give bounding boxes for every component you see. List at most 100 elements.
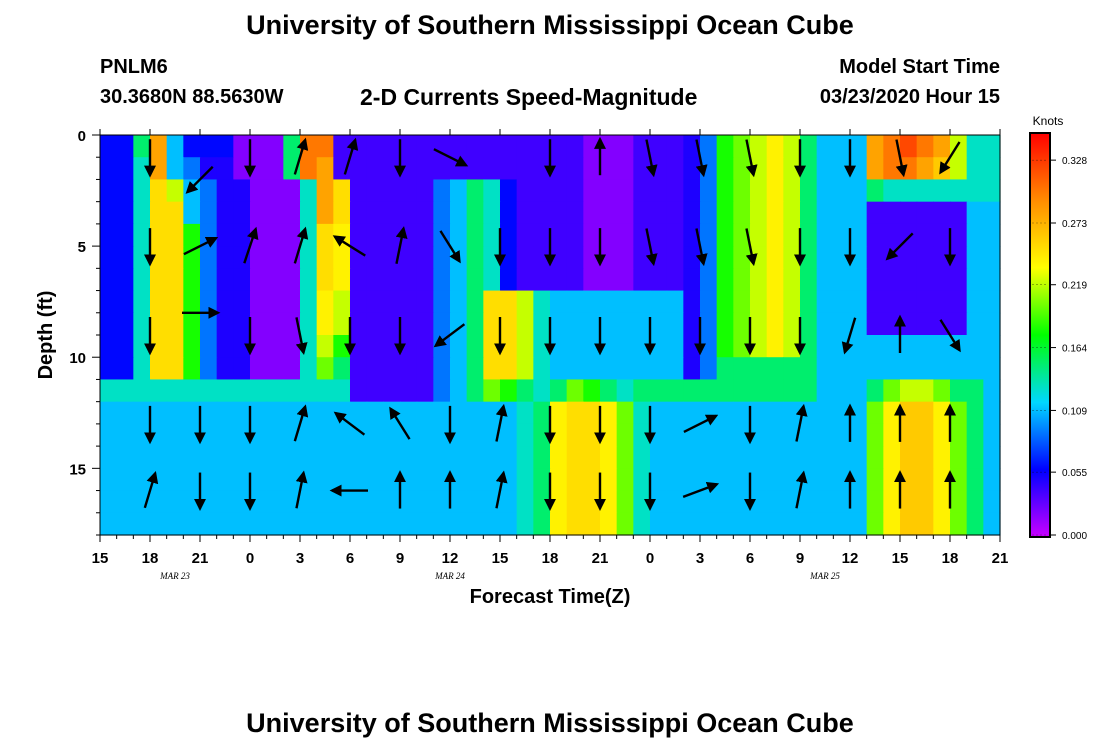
heatmap-cell: [600, 357, 618, 381]
heatmap-cell: [266, 401, 284, 425]
heatmap-cell: [766, 157, 784, 181]
heatmap-cell: [200, 201, 218, 225]
heatmap-cell: [500, 446, 518, 469]
heatmap-cell: [616, 157, 634, 181]
heatmap-cell: [116, 246, 134, 269]
heatmap-cell: [750, 490, 768, 514]
heatmap-cell: [433, 268, 451, 292]
heatmap-cell: [516, 379, 534, 403]
heatmap-cell: [416, 290, 434, 314]
current-arrow: [439, 230, 461, 264]
heatmap-cell: [483, 201, 501, 225]
heatmap-cell: [383, 268, 401, 292]
heatmap-cell: [933, 512, 951, 536]
heatmap-cell: [533, 512, 551, 536]
heatmap-cell: [966, 401, 984, 425]
heatmap-cell: [100, 246, 118, 269]
heatmap-cell: [716, 312, 734, 336]
heatmap-cell: [483, 468, 501, 492]
heatmap-cell: [866, 135, 884, 158]
heatmap-cell: [516, 468, 534, 492]
heatmap-cell: [483, 446, 501, 469]
heatmap-cell: [700, 401, 718, 425]
heatmap-cell: [133, 223, 151, 247]
heatmap-cell: [200, 290, 218, 314]
heatmap-cell: [466, 446, 484, 469]
heatmap-cell: [650, 268, 668, 292]
heatmap-cell: [250, 468, 268, 492]
current-arrow: [695, 228, 708, 267]
heatmap-cell: [883, 157, 901, 181]
heatmap-cell: [183, 379, 201, 403]
heatmap-cell: [350, 179, 368, 203]
current-arrow: [293, 226, 309, 264]
heatmap-cell: [150, 312, 168, 336]
heatmap-cell: [333, 201, 351, 225]
heatmap-cell: [933, 290, 951, 314]
heatmap-cell: [416, 357, 434, 381]
heatmap-cell: [116, 268, 134, 292]
heatmap-cell: [116, 379, 134, 403]
heatmap-cell: [516, 290, 534, 314]
heatmap-cell: [633, 423, 651, 447]
current-arrow: [885, 232, 914, 261]
heatmap-cell: [183, 490, 201, 514]
heatmap-cell: [366, 379, 384, 403]
heatmap-cell: [650, 223, 668, 247]
heatmap-cell: [266, 157, 284, 181]
heatmap-cell: [250, 157, 268, 181]
heatmap-cell: [916, 268, 934, 292]
heatmap-cell: [100, 179, 118, 203]
heatmap-cell: [566, 490, 584, 514]
heatmap-cell: [216, 401, 234, 425]
x-axis-label: Forecast Time(Z): [470, 586, 631, 608]
heatmap-cell: [166, 179, 184, 203]
heatmap-cell: [200, 268, 218, 292]
colorbar-tick-label: 0.164: [1062, 344, 1087, 355]
heatmap-cell: [416, 312, 434, 336]
heatmap-cell: [583, 268, 601, 292]
heatmap-cell: [800, 512, 818, 536]
heatmap-cell: [766, 179, 784, 203]
heatmap-cell: [916, 446, 934, 469]
station-coordinates: 30.3680N 88.5630W: [100, 86, 284, 108]
heatmap-cell: [316, 201, 334, 225]
heatmap-cell: [833, 246, 851, 269]
heatmap-cell: [666, 512, 684, 536]
heatmap-cell: [633, 446, 651, 469]
heatmap-cell: [883, 512, 901, 536]
heatmap-cell: [350, 379, 368, 403]
heatmap-cell: [816, 246, 834, 269]
heatmap-cell: [550, 290, 568, 314]
heatmap-cell: [133, 401, 151, 425]
heatmap-cell: [350, 335, 368, 358]
heatmap-cell: [550, 468, 568, 492]
heatmap-cell: [316, 357, 334, 381]
heatmap-cell: [733, 401, 751, 425]
heatmap-cell: [333, 357, 351, 381]
heatmap-cell: [300, 423, 318, 447]
heatmap-cell: [483, 312, 501, 336]
heatmap-cell: [333, 512, 351, 536]
heatmap-cell: [966, 268, 984, 292]
heatmap-cell: [483, 246, 501, 269]
x-tick-label: 12: [842, 550, 859, 567]
current-arrow: [682, 481, 720, 498]
heatmap-cell: [933, 201, 951, 225]
heatmap-cell: [533, 179, 551, 203]
heatmap-cell: [816, 335, 834, 358]
heatmap-cell: [466, 268, 484, 292]
heatmap-cell: [433, 179, 451, 203]
heatmap-cell: [516, 312, 534, 336]
current-arrow: [333, 411, 366, 436]
heatmap-cell: [100, 135, 118, 158]
heatmap-cell: [466, 468, 484, 492]
heatmap-cell: [650, 135, 668, 158]
heatmap-cell: [600, 401, 618, 425]
heatmap-cell: [650, 379, 668, 403]
heatmap-cell: [516, 335, 534, 358]
heatmap-cell: [150, 401, 168, 425]
heatmap-cell: [783, 401, 801, 425]
heatmap-cell: [316, 135, 334, 158]
heatmap-cell: [816, 379, 834, 403]
